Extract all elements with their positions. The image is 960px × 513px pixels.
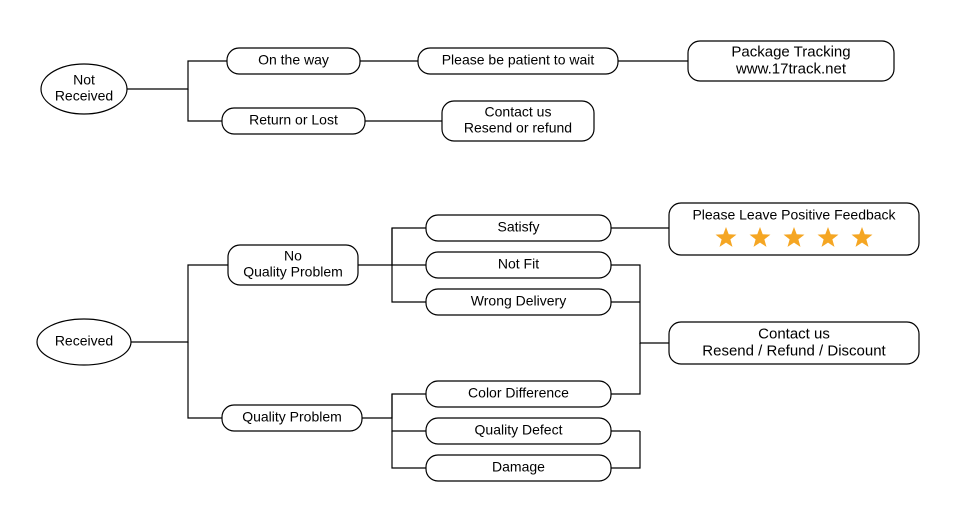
- edge: [611, 343, 640, 394]
- node-label: Color Difference: [468, 385, 569, 401]
- node-label: Not Fit: [498, 256, 539, 272]
- node-received: Received: [37, 319, 131, 365]
- edge: [392, 431, 426, 468]
- node-please_wait: Please be patient to wait: [418, 48, 618, 74]
- node-label: Contact us: [758, 325, 830, 342]
- node-label: No: [284, 248, 302, 264]
- node-contact_rrd: Contact usResend / Refund / Discount: [669, 322, 919, 364]
- node-label: Quality Problem: [242, 409, 342, 425]
- node-quality_problem: Quality Problem: [222, 405, 362, 431]
- edge: [362, 394, 426, 418]
- node-return_lost: Return or Lost: [222, 108, 365, 134]
- edge: [392, 265, 426, 302]
- node-not_fit: Not Fit: [426, 252, 611, 278]
- edge: [127, 61, 227, 89]
- edge: [392, 228, 426, 265]
- edge: [392, 394, 426, 431]
- node-label: Quality Defect: [475, 422, 563, 438]
- node-label: Contact us: [485, 104, 552, 120]
- node-label: Received: [55, 333, 113, 349]
- node-label: Return or Lost: [249, 112, 338, 128]
- node-label: Received: [55, 88, 113, 104]
- node-label: Wrong Delivery: [471, 293, 566, 309]
- edge: [188, 342, 222, 418]
- node-wrong_delivery: Wrong Delivery: [426, 289, 611, 315]
- node-label: Please be patient to wait: [442, 52, 595, 68]
- node-not_received: NotReceived: [41, 64, 127, 114]
- node-satisfy: Satisfy: [426, 215, 611, 241]
- node-quality_defect: Quality Defect: [426, 418, 611, 444]
- node-package_tracking: Package Trackingwww.17track.net: [688, 41, 894, 81]
- node-label: Package Tracking: [731, 43, 850, 60]
- node-label: Not: [73, 72, 95, 88]
- node-contact_resend_refund: Contact usResend or refund: [442, 101, 594, 141]
- node-label: Satisfy: [497, 219, 539, 235]
- edge: [188, 89, 222, 121]
- node-label: Damage: [492, 459, 545, 475]
- node-label: Resend / Refund / Discount: [702, 342, 886, 359]
- node-label: Quality Problem: [243, 264, 343, 280]
- node-damage: Damage: [426, 455, 611, 481]
- node-color_diff: Color Difference: [426, 381, 611, 407]
- edge: [611, 265, 669, 343]
- edge: [611, 431, 640, 468]
- edge: [131, 265, 228, 342]
- node-feedback: Please Leave Positive Feedback: [669, 203, 919, 255]
- node-label: Resend or refund: [464, 120, 572, 136]
- node-label: www.17track.net: [735, 60, 847, 77]
- node-no_quality: NoQuality Problem: [228, 245, 358, 285]
- node-label: On the way: [258, 52, 329, 68]
- node-on_the_way: On the way: [227, 48, 360, 74]
- node-label: Please Leave Positive Feedback: [692, 207, 896, 223]
